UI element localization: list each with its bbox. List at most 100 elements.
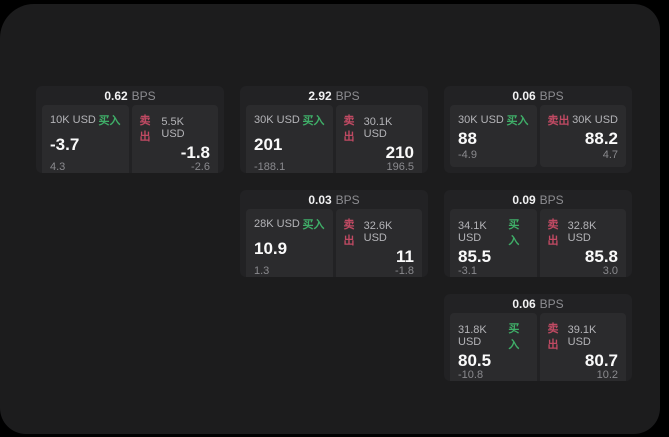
buy-sub-value: 1.3 xyxy=(254,265,270,277)
buy-cell-top: 30K USD 买入 xyxy=(254,112,325,128)
buy-cell[interactable]: 30K USD 买入 201 -188.1 xyxy=(246,105,333,173)
sell-sub-value: -2.6 xyxy=(191,161,210,173)
sell-label: 卖出 xyxy=(547,219,559,247)
buy-label: 买入 xyxy=(302,115,325,127)
bps-suffix-label: BPS xyxy=(335,192,360,207)
buy-cell-top: 28K USD 买入 xyxy=(254,216,325,232)
bps-header: 0.06 BPS xyxy=(444,86,632,105)
sell-cell-top: 卖出 32.8K USD xyxy=(548,216,619,248)
buy-cell-top: 31.8K USD 买入 xyxy=(458,320,529,352)
bps-value: 0.03 xyxy=(308,192,332,207)
sell-cell[interactable]: 卖出 32.8K USD 85.8 3.0 xyxy=(539,209,626,277)
quote-card: 0.06 BPS 30K USD 买入 88 -4.9 卖出 30K USD 8… xyxy=(444,86,632,173)
quote-card-body: 28K USD 买入 10.9 1.3 卖出 32.6K USD 11 -1.8 xyxy=(240,209,428,277)
buy-cell-top: 30K USD 买入 xyxy=(458,112,529,128)
quote-card-body: 34.1K USD 买入 85.5 -3.1 卖出 32.8K USD 85.8… xyxy=(444,209,632,277)
bps-value: 0.06 xyxy=(512,88,536,103)
sell-sub-value: 4.7 xyxy=(602,149,618,161)
sell-label: 卖出 xyxy=(547,323,559,351)
sell-cell[interactable]: 卖出 32.6K USD 11 -1.8 xyxy=(335,209,422,277)
bps-header: 0.03 BPS xyxy=(240,190,428,209)
bps-suffix-label: BPS xyxy=(539,88,564,103)
bps-value: 0.62 xyxy=(104,88,128,103)
sell-label: 卖出 xyxy=(547,115,570,127)
buy-price: -3.7 xyxy=(50,135,80,154)
sell-price: 85.8 xyxy=(584,247,618,266)
sell-size: 30.1K USD xyxy=(363,116,393,140)
buy-size: 28K USD xyxy=(254,218,300,230)
quote-card: 0.03 BPS 28K USD 买入 10.9 1.3 卖出 32.6K US… xyxy=(240,190,428,277)
quote-card-body: 30K USD 买入 88 -4.9 卖出 30K USD 88.2 4.7 xyxy=(444,105,632,173)
bps-suffix-label: BPS xyxy=(539,192,564,207)
buy-label: 买入 xyxy=(508,219,520,247)
sell-cell-top: 卖出 32.6K USD xyxy=(344,216,415,248)
buy-label: 买入 xyxy=(506,115,529,127)
sell-cell[interactable]: 卖出 5.5K USD -1.8 -2.6 xyxy=(131,105,218,173)
bps-value: 0.09 xyxy=(512,192,536,207)
sell-price: 80.7 xyxy=(584,351,618,370)
bps-suffix-label: BPS xyxy=(335,88,360,103)
quote-card-body: 30K USD 买入 201 -188.1 卖出 30.1K USD 210 1… xyxy=(240,105,428,173)
bps-header: 0.09 BPS xyxy=(444,190,632,209)
sell-sub-value: 196.5 xyxy=(386,161,414,173)
buy-size: 31.8K USD xyxy=(458,324,487,348)
sell-size: 39.1K USD xyxy=(567,324,597,348)
buy-cell[interactable]: 31.8K USD 买入 80.5 -10.8 xyxy=(450,313,537,381)
sell-label: 卖出 xyxy=(139,115,151,143)
buy-sub-value: -4.9 xyxy=(458,149,477,161)
buy-size: 34.1K USD xyxy=(458,220,487,244)
sell-size: 30K USD xyxy=(572,114,618,126)
sell-cell-top: 卖出 39.1K USD xyxy=(548,320,619,352)
buy-cell-top: 34.1K USD 买入 xyxy=(458,216,529,248)
sell-size: 32.6K USD xyxy=(363,220,393,244)
quote-card: 0.09 BPS 34.1K USD 买入 85.5 -3.1 卖出 32.8K… xyxy=(444,190,632,277)
quote-card-body: 10K USD 买入 -3.7 4.3 卖出 5.5K USD -1.8 -2.… xyxy=(36,105,224,173)
buy-size: 30K USD xyxy=(458,114,504,126)
sell-cell-top: 卖出 30.1K USD xyxy=(344,112,415,144)
buy-price: 10.9 xyxy=(254,239,288,258)
quote-grid: 0.62 BPS 10K USD 买入 -3.7 4.3 卖出 5.5K USD… xyxy=(36,86,632,381)
quote-card: 0.06 BPS 31.8K USD 买入 80.5 -10.8 卖出 39.1… xyxy=(444,294,632,381)
bps-value: 2.92 xyxy=(308,88,332,103)
buy-price: 80.5 xyxy=(458,351,492,370)
bps-suffix-label: BPS xyxy=(131,88,156,103)
buy-price: 88 xyxy=(458,129,477,148)
quote-card: 2.92 BPS 30K USD 买入 201 -188.1 卖出 30.1K … xyxy=(240,86,428,173)
buy-price: 201 xyxy=(254,135,283,154)
buy-label: 买入 xyxy=(98,115,121,127)
sell-cell[interactable]: 卖出 30.1K USD 210 196.5 xyxy=(335,105,422,173)
sell-size: 5.5K USD xyxy=(161,116,185,140)
buy-cell[interactable]: 10K USD 买入 -3.7 4.3 xyxy=(42,105,129,173)
buy-size: 30K USD xyxy=(254,114,300,126)
quote-card: 0.62 BPS 10K USD 买入 -3.7 4.3 卖出 5.5K USD… xyxy=(36,86,224,173)
sell-cell[interactable]: 卖出 30K USD 88.2 4.7 xyxy=(539,105,626,167)
bps-suffix-label: BPS xyxy=(539,296,564,311)
buy-sub-value: -188.1 xyxy=(254,161,286,173)
buy-cell[interactable]: 30K USD 买入 88 -4.9 xyxy=(450,105,537,167)
sell-price: -1.8 xyxy=(180,143,210,162)
sell-cell-top: 卖出 5.5K USD xyxy=(140,112,211,144)
buy-cell[interactable]: 34.1K USD 买入 85.5 -3.1 xyxy=(450,209,537,277)
app-panel: 0.62 BPS 10K USD 买入 -3.7 4.3 卖出 5.5K USD… xyxy=(0,4,660,434)
sell-price: 88.2 xyxy=(584,129,618,148)
sell-cell-top: 卖出 30K USD xyxy=(548,112,619,128)
bps-header: 0.06 BPS xyxy=(444,294,632,313)
quote-card-body: 31.8K USD 买入 80.5 -10.8 卖出 39.1K USD 80.… xyxy=(444,313,632,381)
sell-price: 210 xyxy=(385,143,414,162)
sell-sub-value: -1.8 xyxy=(395,265,414,277)
bps-header: 2.92 BPS xyxy=(240,86,428,105)
buy-sub-value: 4.3 xyxy=(50,161,66,173)
sell-label: 卖出 xyxy=(343,219,355,247)
sell-size: 32.8K USD xyxy=(567,220,597,244)
sell-label: 卖出 xyxy=(343,115,355,143)
buy-label: 买入 xyxy=(302,219,325,231)
buy-price: 85.5 xyxy=(458,247,492,266)
buy-sub-value: -10.8 xyxy=(458,369,484,381)
sell-sub-value: 3.0 xyxy=(602,265,618,277)
sell-cell[interactable]: 卖出 39.1K USD 80.7 10.2 xyxy=(539,313,626,381)
buy-cell[interactable]: 28K USD 买入 10.9 1.3 xyxy=(246,209,333,277)
sell-sub-value: 10.2 xyxy=(596,369,618,381)
buy-sub-value: -3.1 xyxy=(458,265,477,277)
buy-label: 买入 xyxy=(508,323,520,351)
sell-price: 11 xyxy=(396,247,414,266)
